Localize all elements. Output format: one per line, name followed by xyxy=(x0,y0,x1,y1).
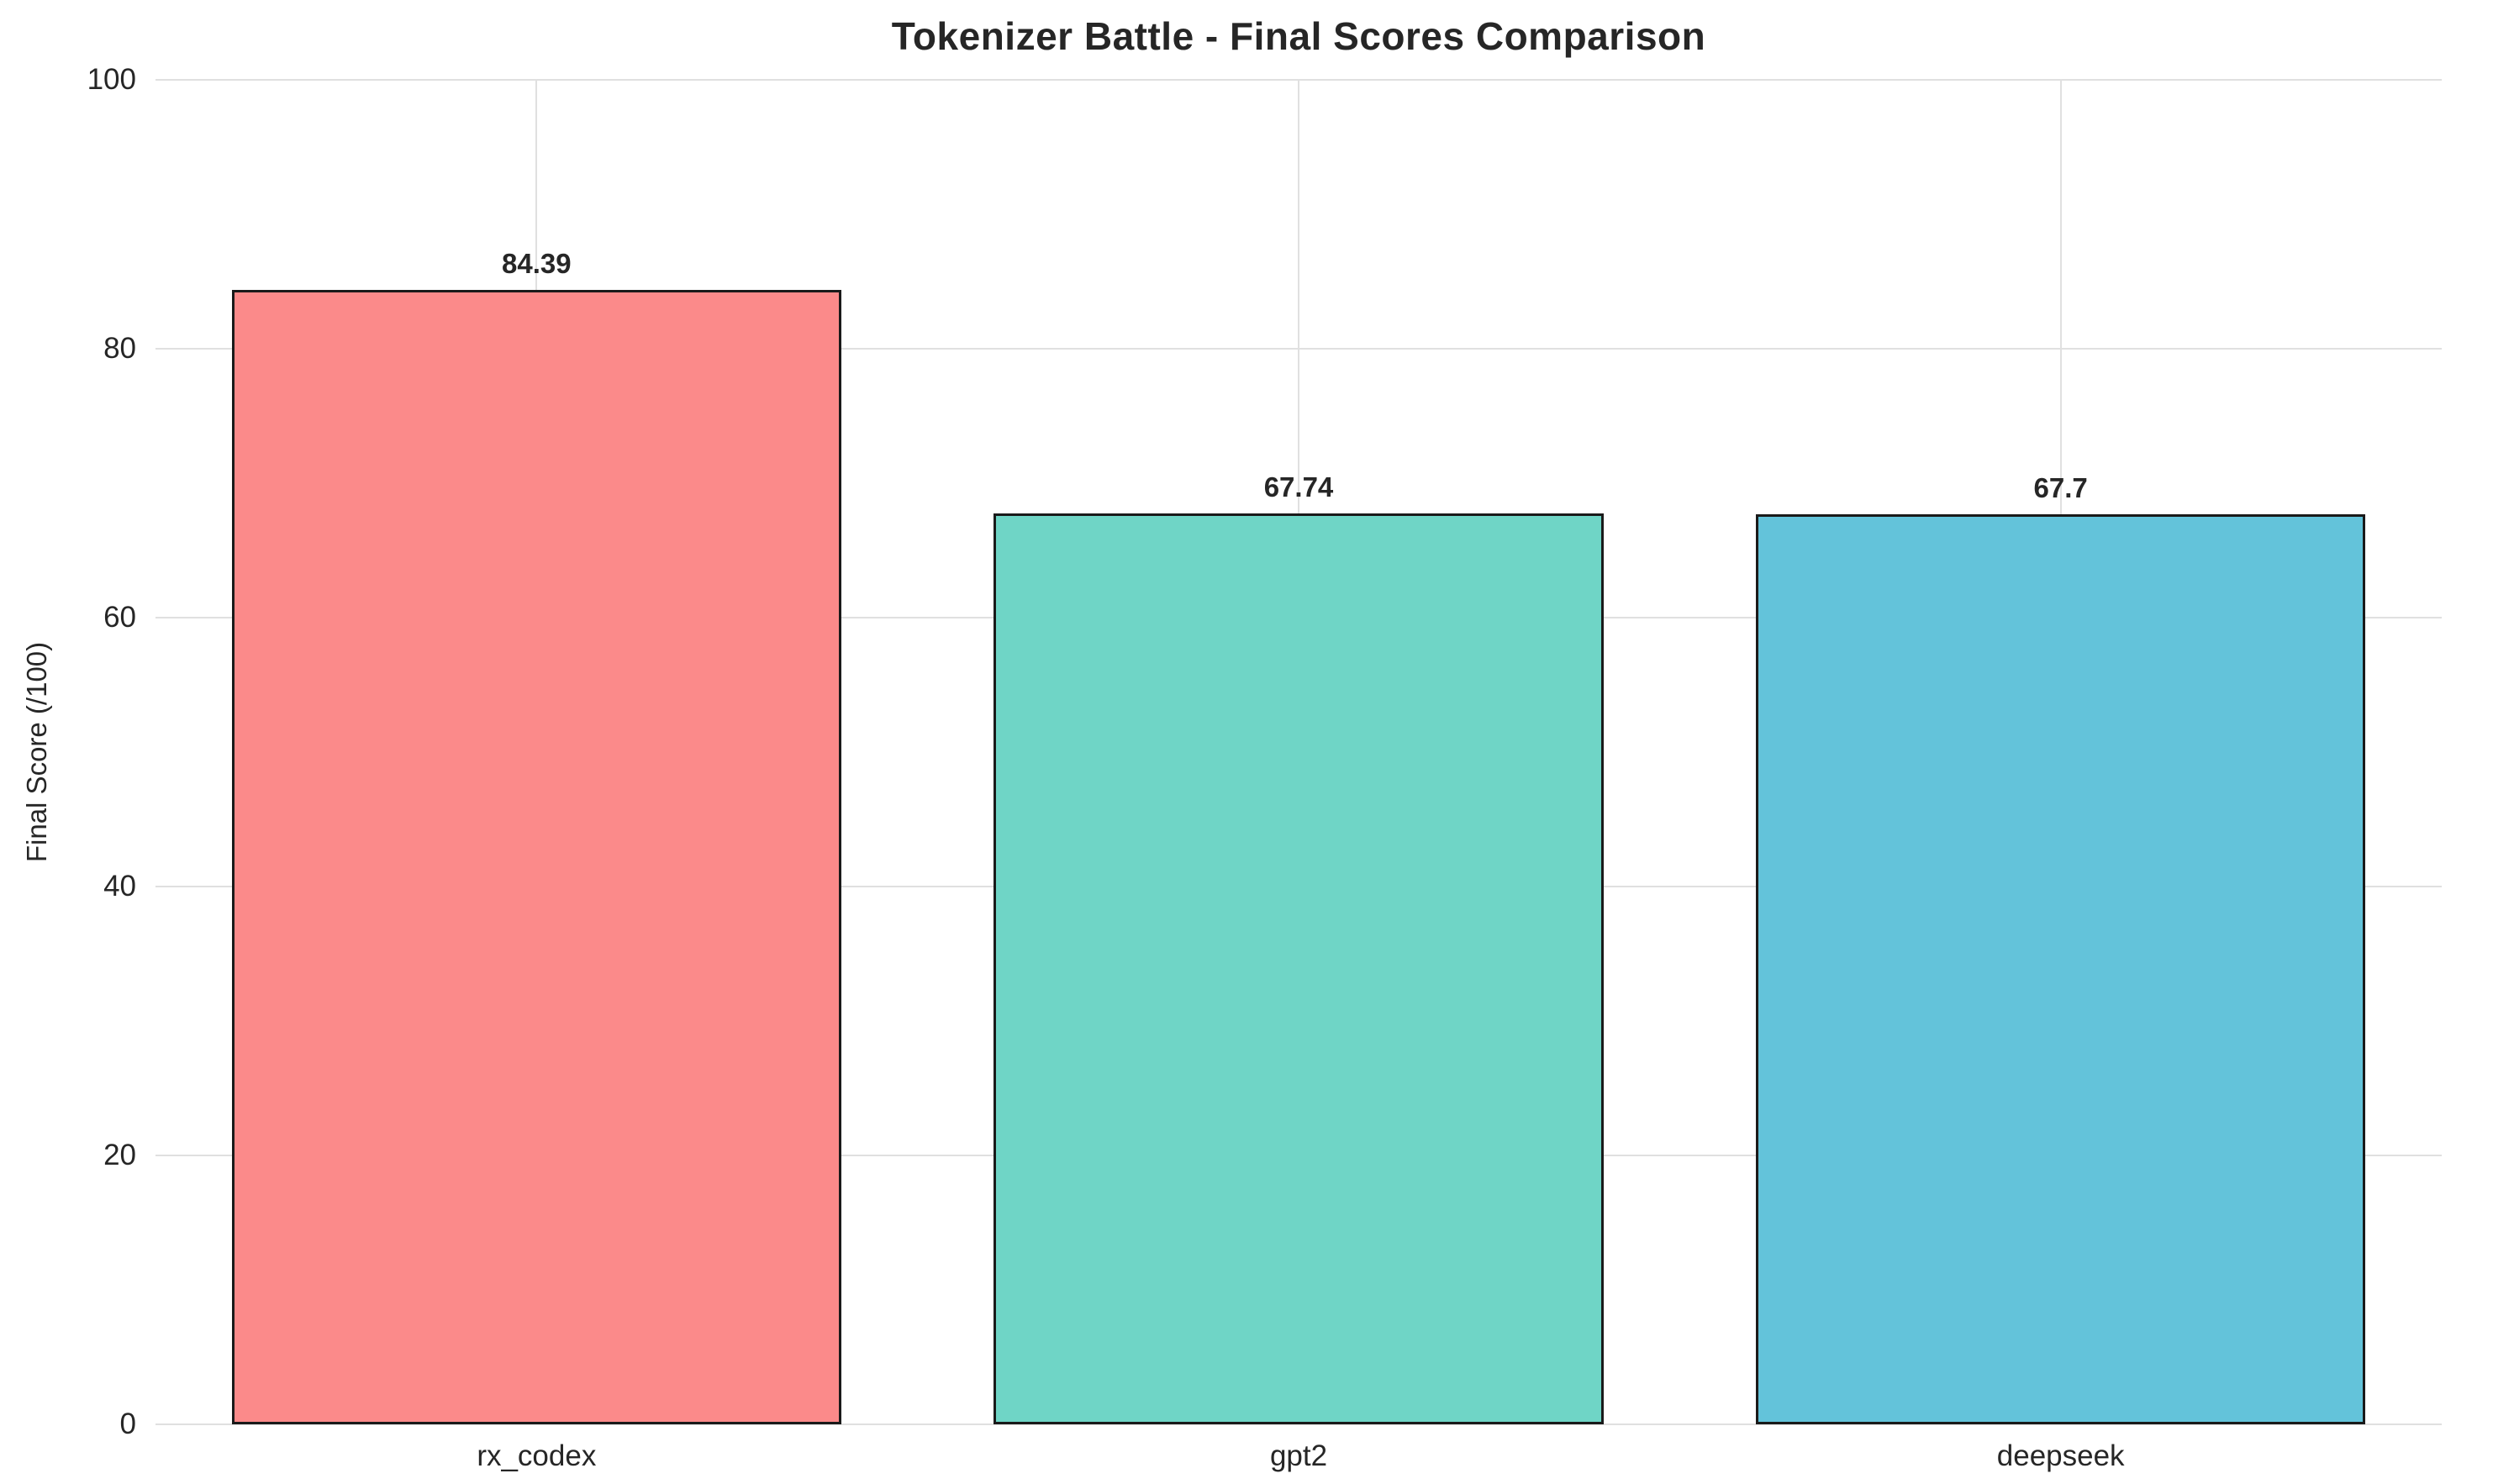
x-tick-labels: rx_codex gpt2 deepseek xyxy=(155,1424,2442,1483)
plot-area: 84.39 67.74 67.7 xyxy=(155,79,2442,1425)
bar-rx_codex xyxy=(231,289,841,1424)
x-tick-label-rx_codex: rx_codex xyxy=(477,1439,597,1472)
chart-title: Tokenizer Battle - Final Scores Comparis… xyxy=(891,14,1706,58)
bar-deepseek xyxy=(1756,513,2366,1424)
x-tick-label-deepseek: deepseek xyxy=(1996,1439,2125,1472)
gridline-horizontal xyxy=(155,1423,2442,1425)
y-tick-label: 100 xyxy=(87,63,136,96)
y-tick-label: 80 xyxy=(103,332,136,365)
x-tick-label-gpt2: gpt2 xyxy=(1269,1439,1328,1472)
y-tick-label: 20 xyxy=(103,1139,136,1171)
y-tick-labels: 0 20 40 60 80 100 xyxy=(0,63,136,1440)
bar-value-label: 67.7 xyxy=(2033,471,2088,503)
bar-value-label: 84.39 xyxy=(502,247,572,279)
y-tick-label: 40 xyxy=(103,870,136,903)
y-tick-label: 0 xyxy=(119,1408,136,1440)
bar-value-label: 67.74 xyxy=(1263,471,1334,503)
y-tick-label: 60 xyxy=(103,601,136,634)
bar-gpt2 xyxy=(994,513,1604,1424)
